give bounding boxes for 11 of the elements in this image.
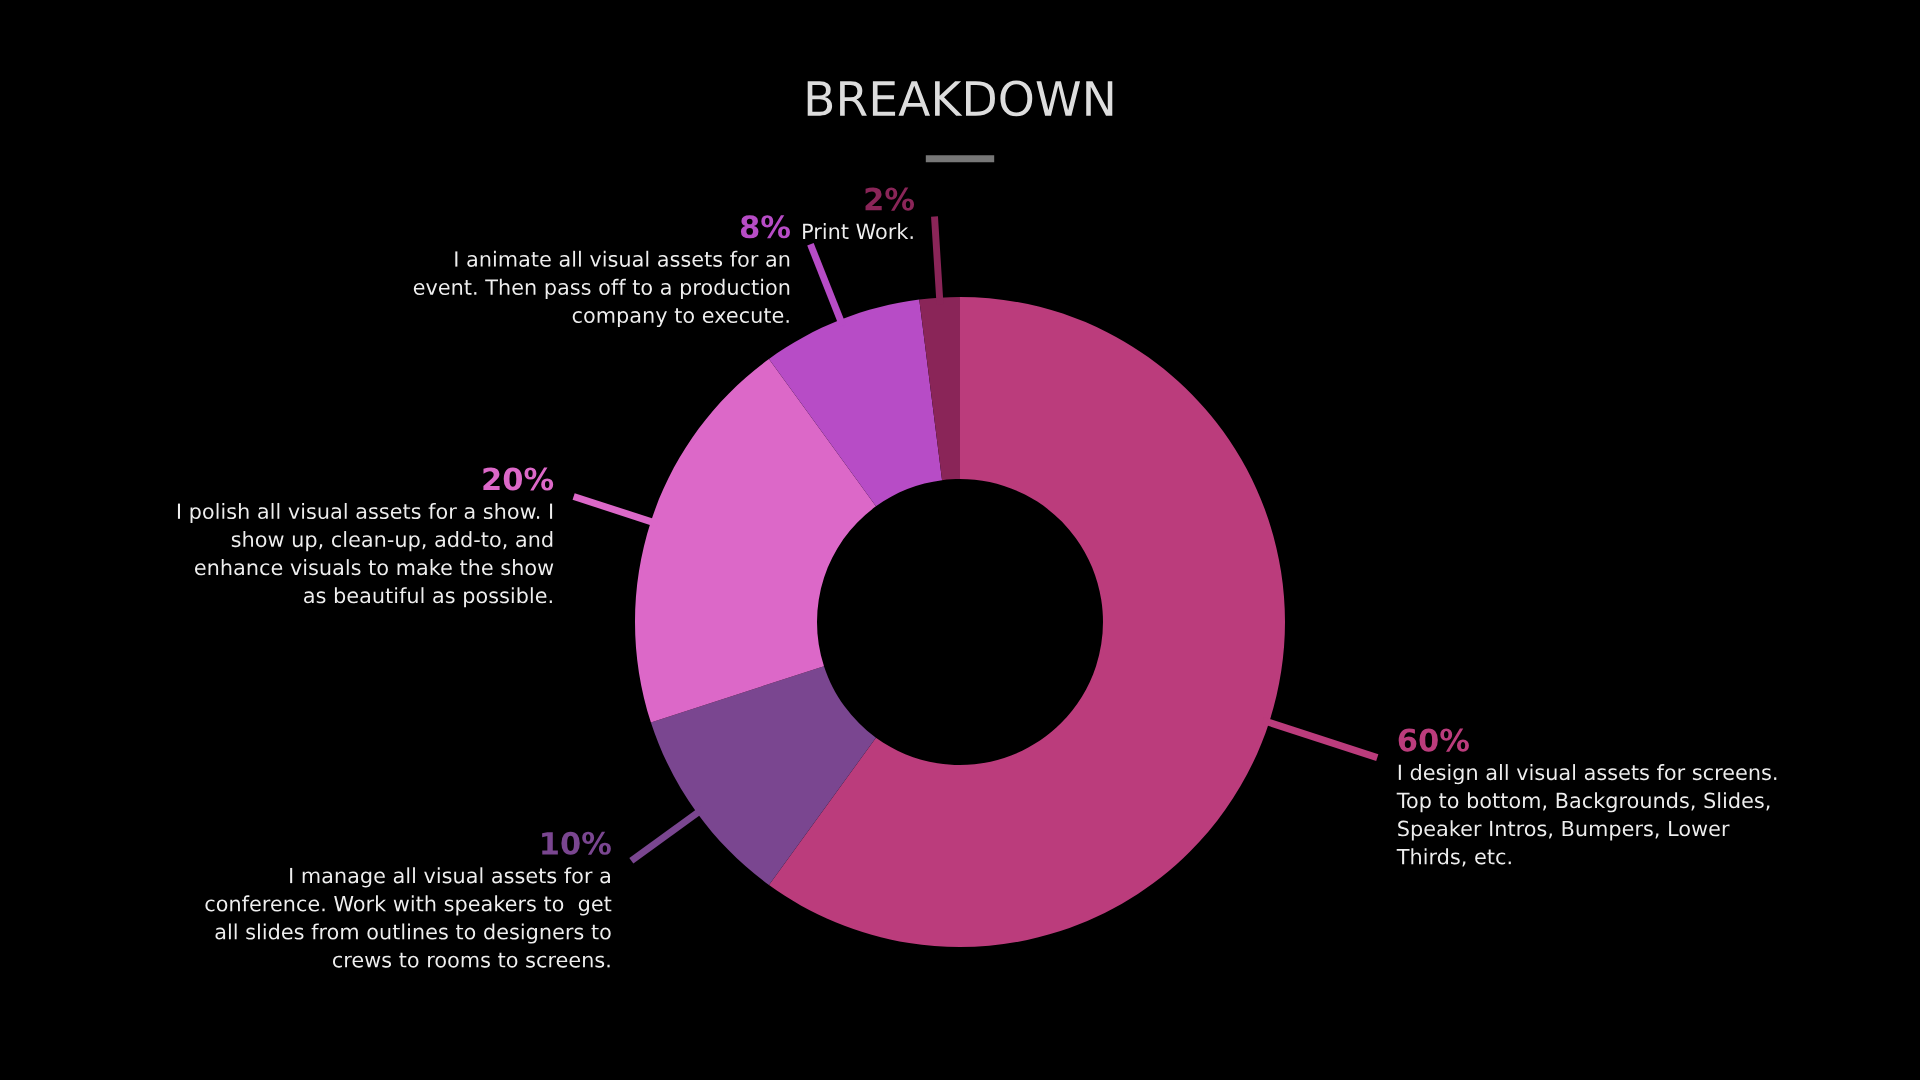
data-label: 2% — [865, 187, 915, 211]
chart-title: BREAKDOWN — [807, 80, 1113, 117]
data-label: 20% — [483, 467, 554, 491]
data-label: 60% — [1398, 728, 1469, 752]
slice-label: I polish all visual assets for a show. I show up, clean-up, add-to, and enhance visuals to make the show as beautiful as possible. — [177, 502, 554, 608]
slice-label: I manage all visual assets for a conference. Work with speakers to get all slides from outlines to designers to crews to rooms to screens. — [205, 867, 612, 968]
data-label: 10% — [542, 831, 611, 855]
slice-label: I animate all visual assets for an event. Then pass off to a production company to execute. — [413, 250, 790, 328]
data-label: 8% — [740, 215, 790, 239]
slice-label: I design all visual assets for screens. Top to bottom, Backgrounds, Slides, Speaker Intros, Bumpers, Lower Thirds, etc. — [1396, 764, 1777, 867]
slice-label: Print Work. — [803, 223, 913, 240]
